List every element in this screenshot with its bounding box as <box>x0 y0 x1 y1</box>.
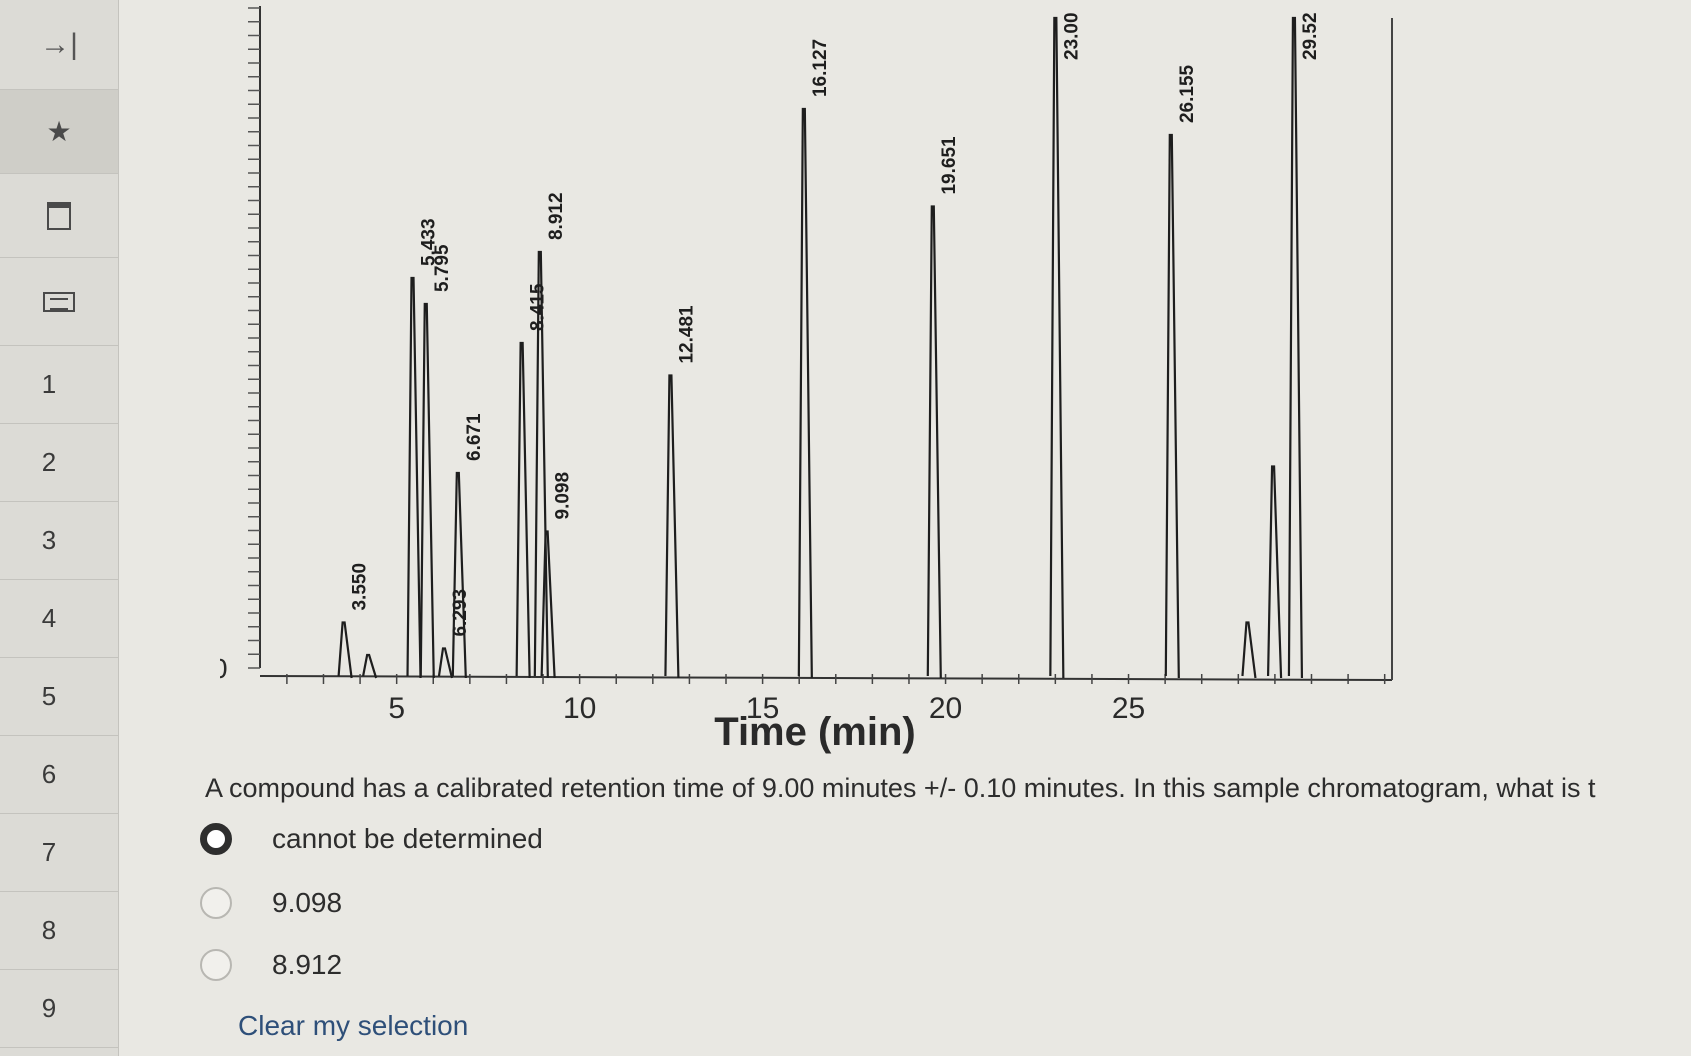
flag-question-button[interactable]: ★ <box>0 90 118 174</box>
option-label: 8.912 <box>272 949 343 980</box>
notes-icon <box>43 291 75 312</box>
question-number: 5 <box>41 681 57 711</box>
clear-selection-link[interactable]: Clear my selection <box>238 1010 469 1041</box>
expand-sidebar-button[interactable]: →| <box>0 0 118 90</box>
peak-label: 29.52 <box>1300 12 1321 60</box>
question-sidebar: →| ★ 1 2 3 4 5 6 7 8 9 <box>0 0 119 1056</box>
x-tick-label: 5 <box>388 692 405 725</box>
peak-label: 16.127 <box>810 39 831 97</box>
question-nav-6[interactable]: 6 <box>0 736 118 814</box>
question-nav-7[interactable]: 7 <box>0 814 118 892</box>
chromatogram-peak <box>797 107 813 679</box>
peak-label: 8.912 <box>546 192 567 240</box>
peak-label: 5.795 <box>432 244 453 292</box>
chromatogram-peak <box>1266 465 1283 679</box>
chart-axes: 0 <box>220 6 1393 684</box>
question-number: 1 <box>41 369 57 399</box>
question-nav-5[interactable]: 5 <box>0 658 118 736</box>
chromatogram-peak <box>337 621 353 679</box>
option-8-912[interactable]: 8.912 <box>200 949 342 981</box>
peak-label: 23.00 <box>1061 12 1082 60</box>
option-9-098[interactable]: 9.098 <box>200 887 342 919</box>
chromatogram-peak <box>1287 16 1304 679</box>
question-nav-3[interactable]: 3 <box>0 502 118 580</box>
chromatogram-peak <box>533 250 549 679</box>
question-nav-1[interactable]: 1 <box>0 346 118 424</box>
question-nav-9[interactable]: 9 <box>0 970 118 1048</box>
option-label: 9.098 <box>272 887 343 918</box>
peak-label: 19.651 <box>939 136 960 195</box>
question-nav-8[interactable]: 8 <box>0 892 118 970</box>
peak-label: 6.671 <box>464 413 485 461</box>
peak-label: 8.415 <box>528 283 549 331</box>
question-nav-4[interactable]: 4 <box>0 580 118 658</box>
peak-label: 5.433 <box>419 218 440 266</box>
chromatogram-peak <box>1241 621 1257 679</box>
x-axis-label: Time (min) <box>714 710 916 754</box>
question-number: 7 <box>41 837 57 867</box>
y-tick-label: 0 <box>220 653 228 684</box>
chromatogram-peak <box>1049 16 1065 679</box>
question-number: 2 <box>41 447 57 477</box>
question-number: 8 <box>41 915 57 945</box>
x-tick-label: 20 <box>929 692 962 725</box>
chromatogram-peak <box>515 341 531 679</box>
chromatogram-peak <box>362 653 378 679</box>
radio-button[interactable] <box>200 887 232 919</box>
chromatogram-peak <box>437 647 454 679</box>
x-tick-label: 25 <box>1112 692 1145 725</box>
pin-icon: ★ <box>46 116 72 147</box>
expand-icon: →| <box>40 27 78 61</box>
chromatogram-peak <box>419 302 435 679</box>
peak-label: 26.155 <box>1177 64 1198 123</box>
x-tick-label: 15 <box>746 692 779 725</box>
x-axis-line <box>259 675 1393 681</box>
question-text: A compound has a calibrated retention ti… <box>205 773 1596 803</box>
chromatogram-peak <box>540 530 556 679</box>
option-cannot-be-determined[interactable]: cannot be determined <box>200 823 543 855</box>
chromatogram-peak <box>406 276 422 679</box>
option-label: cannot be determined <box>272 823 543 854</box>
x-tick-label: 10 <box>563 692 596 725</box>
question-number: 4 <box>41 603 57 633</box>
question-number: 9 <box>41 993 57 1023</box>
peak-label: 9.098 <box>553 472 574 520</box>
calculator-button[interactable] <box>0 174 118 258</box>
chromatogram-peak <box>664 374 680 679</box>
chromatogram-peak <box>1164 133 1180 679</box>
question-number: 3 <box>41 525 57 555</box>
calculator-icon <box>47 201 71 230</box>
chromatogram-peak <box>451 471 467 679</box>
peak-label: 3.550 <box>350 563 371 611</box>
question-number: 6 <box>41 759 57 789</box>
question-nav-2[interactable]: 2 <box>0 424 118 502</box>
peak-label: 6.293 <box>450 589 471 637</box>
peak-label: 12.481 <box>676 305 697 364</box>
radio-button-selected[interactable] <box>200 823 232 855</box>
radio-button[interactable] <box>200 949 232 981</box>
x-tick-labels: 5 10 15 20 25 <box>388 692 1145 725</box>
chromatogram-peaks <box>337 16 1304 679</box>
chromatogram-peak <box>926 205 942 679</box>
notes-button[interactable] <box>0 258 118 346</box>
